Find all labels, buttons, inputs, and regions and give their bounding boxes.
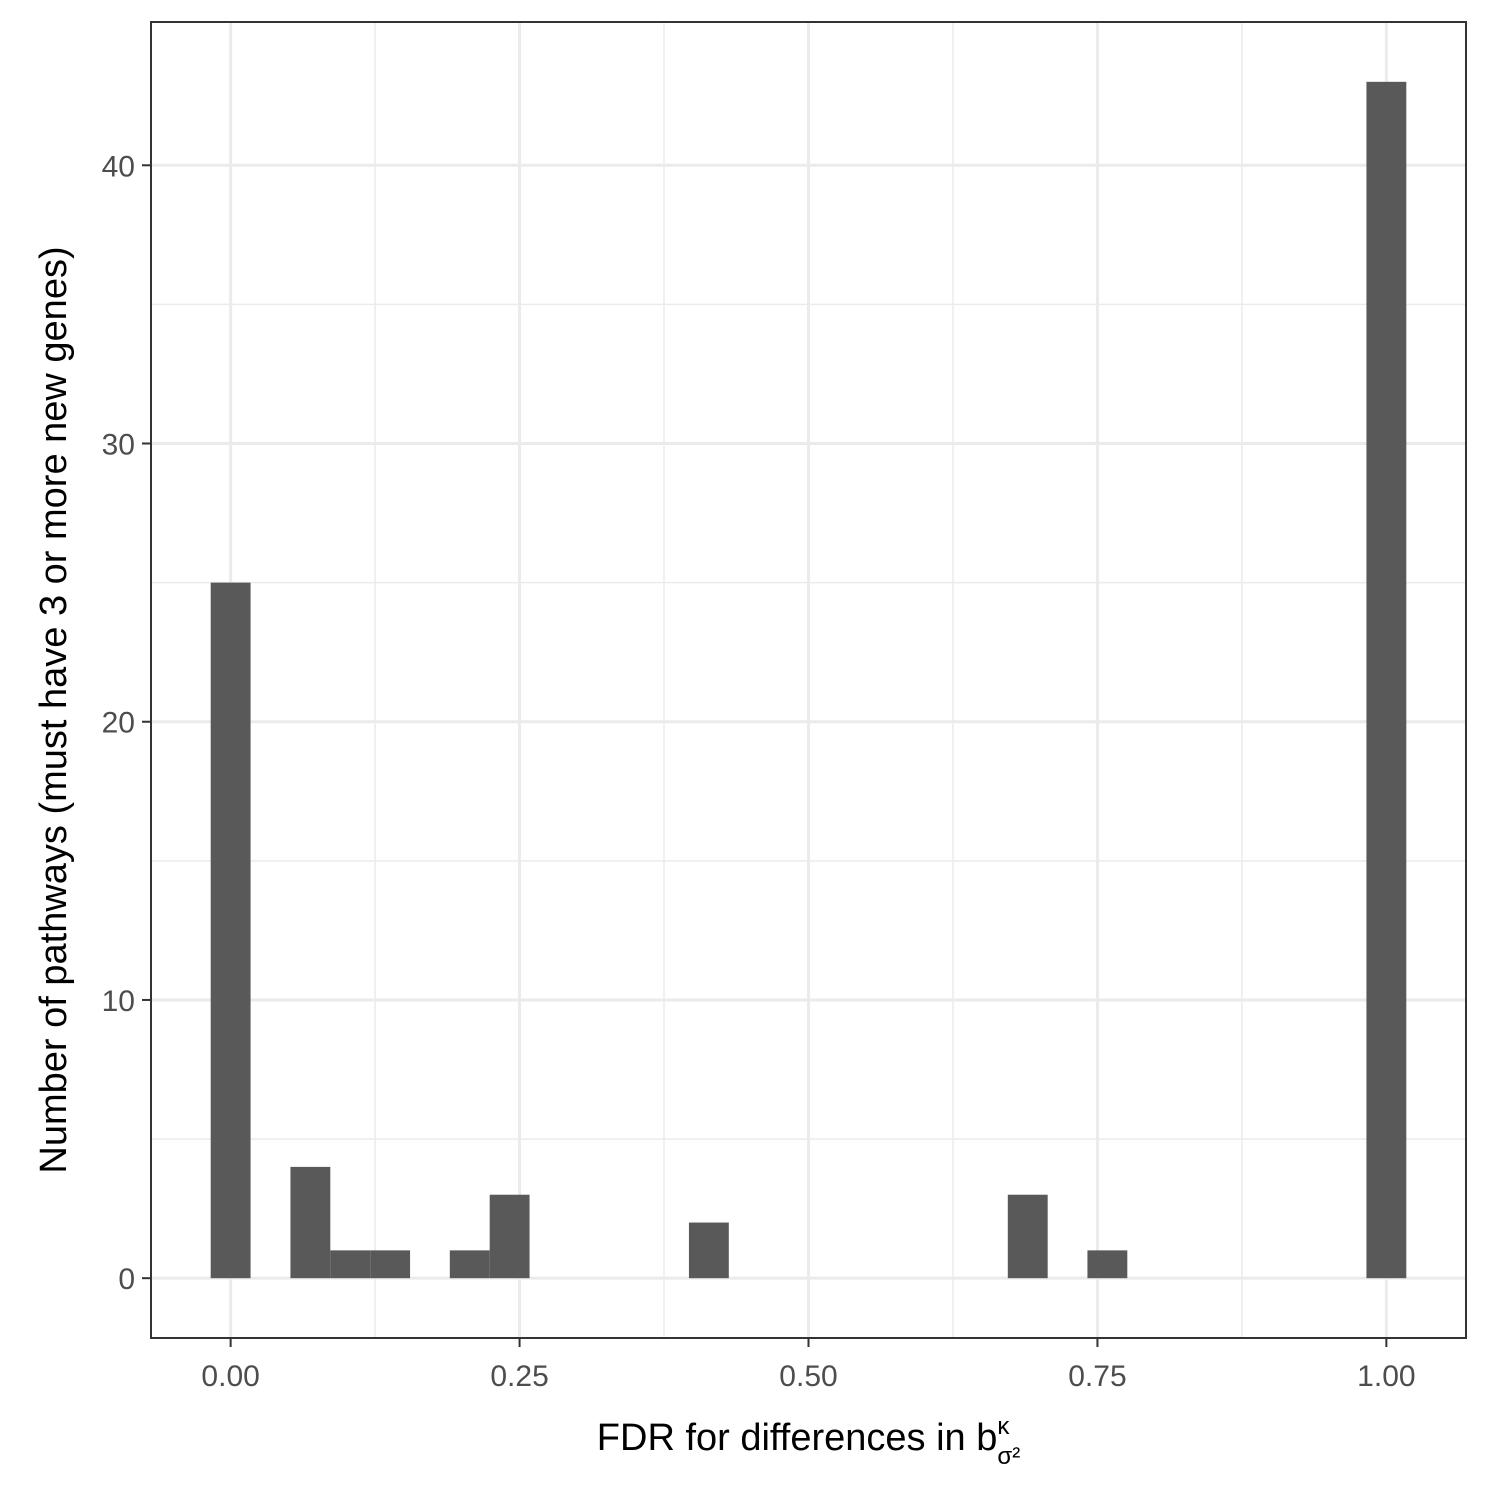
histogram-bar	[688, 1222, 729, 1279]
x-tick-label: 0.50	[779, 1360, 837, 1393]
major-gridlines	[151, 22, 1466, 1338]
y-tick-label: 10	[102, 985, 135, 1018]
histogram-bar	[370, 1250, 411, 1279]
x-tick-label: 0.25	[490, 1360, 548, 1393]
y-tick-label: 30	[102, 429, 135, 462]
histogram-bars	[210, 81, 1407, 1279]
histogram-bar	[330, 1250, 371, 1279]
y-tick-label: 0	[118, 1263, 135, 1296]
x-axis-title-subscript: σ²	[997, 1443, 1020, 1470]
x-axis-title-superscript: κ	[997, 1413, 1010, 1440]
histogram-bar	[1366, 81, 1407, 1279]
x-tick-label: 0.75	[1068, 1360, 1126, 1393]
x-axis-title-main: FDR for differences in b	[597, 1417, 998, 1459]
x-axis-ticks: 0.00 0.25 0.50 0.75 1.00	[201, 1338, 1416, 1393]
histogram-bar	[290, 1166, 331, 1279]
x-axis-title: FDR for differences in bκ σ²	[597, 1413, 1020, 1470]
histogram-bar	[449, 1250, 490, 1279]
x-tick-label: 0.00	[201, 1360, 259, 1393]
y-tick-label: 40	[102, 150, 135, 183]
histogram-bar	[210, 582, 251, 1279]
y-axis-title: Number of pathways (must have 3 or more …	[33, 246, 75, 1173]
y-axis-ticks: 0 10 20 30 40	[102, 150, 151, 1296]
histogram-bar	[1087, 1250, 1128, 1279]
histogram-bar	[1007, 1194, 1048, 1279]
x-tick-label: 1.00	[1357, 1360, 1415, 1393]
y-tick-label: 20	[102, 707, 135, 740]
histogram-bar	[489, 1194, 530, 1279]
